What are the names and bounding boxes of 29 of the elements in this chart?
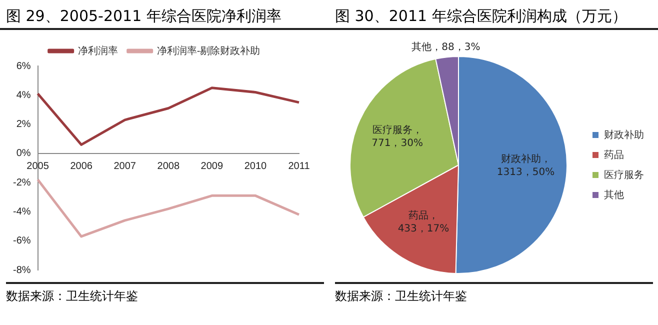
legend-label: 其他: [604, 188, 624, 201]
x-tick-label: 2007: [114, 161, 136, 172]
x-tick-label: 2005: [26, 161, 50, 172]
source-note: 数据来源：卫生统计年鉴: [6, 282, 324, 305]
x-tick-label: 2011: [288, 161, 310, 172]
y-tick-label: 4%: [16, 90, 31, 101]
legend-label: 药品: [604, 148, 624, 161]
y-tick-label: -8%: [12, 264, 31, 276]
chart-title: 图 30、2011 年综合医院利润构成（万元）: [329, 4, 658, 30]
chart-title: 图 29、2005-2011 年综合医院净利润率: [0, 4, 329, 30]
source-note: 数据来源：卫生统计年鉴: [335, 282, 653, 305]
data-label: 药品，433，17%: [398, 210, 450, 235]
legend-label: 财政补助: [604, 128, 644, 141]
data-label: 其他，88，3%: [412, 40, 480, 53]
x-tick-label: 2009: [200, 161, 224, 172]
legend-label: 净利润率: [78, 44, 118, 57]
x-tick-label: 2006: [70, 161, 93, 172]
x-tick-label: 2010: [244, 161, 268, 172]
data-label: 医疗服务，771，30%: [372, 124, 423, 150]
legend-label: 医疗服务: [604, 168, 644, 181]
legend-label: 净利润率-剔除财政补助: [156, 44, 260, 57]
y-tick-label: -2%: [12, 177, 31, 188]
data-label: 财政补助，1313，50%: [496, 152, 555, 178]
x-tick-label: 2008: [157, 161, 180, 172]
y-tick-label: 6%: [16, 60, 31, 72]
y-tick-label: 0%: [16, 148, 31, 160]
y-tick-label: 2%: [16, 119, 31, 130]
y-tick-label: -6%: [12, 236, 31, 247]
y-tick-label: -4%: [12, 206, 31, 218]
